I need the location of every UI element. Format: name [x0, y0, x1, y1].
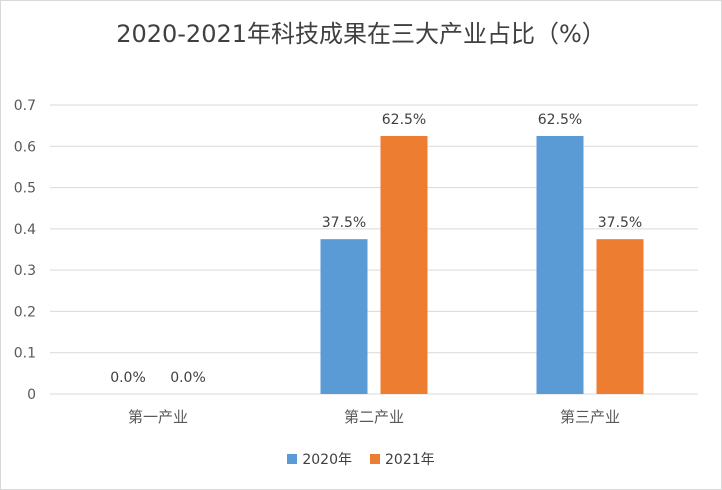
chart-title: 2020-2021年科技成果在三大产业占比（%） [116, 20, 606, 48]
legend-swatch-2020 [287, 454, 298, 464]
legend: 2020年 2021年 [0, 449, 722, 469]
data-label: 62.5% [538, 112, 582, 128]
data-label: 37.5% [322, 215, 366, 231]
legend-label-2021: 2021年 [385, 452, 435, 468]
data-label: 0.0% [110, 370, 146, 386]
bar-2021-2 [596, 239, 644, 394]
y-tick-label: 0.1 [14, 346, 36, 362]
x-tick-label: 第二产业 [344, 408, 404, 426]
bar-2021-1 [380, 135, 428, 394]
legend-swatch-2021 [370, 454, 380, 464]
x-tick-label: 第一产业 [128, 408, 188, 426]
data-label: 37.5% [598, 215, 642, 231]
y-tick-label: 0.6 [14, 139, 36, 155]
y-tick-label: 0.2 [14, 304, 36, 320]
data-label: 62.5% [382, 112, 426, 128]
y-tick-label: 0.3 [14, 263, 36, 279]
data-label: 0.0% [170, 370, 206, 386]
bar-2020-1 [320, 239, 368, 394]
y-tick-label: 0.4 [14, 222, 36, 238]
legend-item-2020: 2020年 [287, 449, 352, 469]
y-tick-label: 0.5 [14, 181, 36, 197]
legend-label-2020: 2020年 [302, 452, 352, 468]
bar-2020-2 [536, 135, 584, 394]
y-tick-label: 0 [27, 387, 36, 403]
y-tick-label: 0.7 [14, 98, 36, 114]
legend-item-2021: 2021年 [370, 449, 435, 469]
x-tick-label: 第三产业 [560, 408, 620, 426]
